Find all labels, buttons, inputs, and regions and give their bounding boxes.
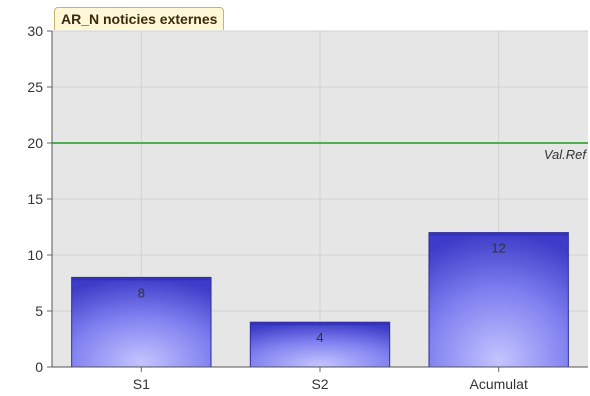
bar-top-edge: [429, 233, 568, 236]
y-tick-label: 30: [27, 23, 43, 39]
y-tick-label: 5: [35, 303, 43, 319]
bar-top-edge: [72, 278, 211, 281]
x-tick-label: S1: [133, 376, 150, 392]
y-tick-label: 20: [27, 135, 43, 151]
y-tick-label: 10: [27, 247, 43, 263]
bar-acumulat: [428, 232, 569, 368]
data-label: 8: [138, 285, 145, 300]
y-tick-label: 0: [35, 359, 43, 375]
bar-s1: [71, 276, 212, 368]
bar-top-edge: [251, 323, 389, 326]
bar-s2: [249, 321, 391, 368]
x-tick-label: Acumulat: [469, 376, 527, 392]
y-tick-label: 25: [27, 79, 43, 95]
chart-title: AR_N noticies externes: [54, 7, 225, 30]
data-label: 4: [316, 330, 323, 345]
data-label: 12: [491, 241, 505, 256]
y-tick-label: 15: [27, 191, 43, 207]
x-tick-label: S2: [311, 376, 328, 392]
reference-line-label: Val.Ref: [544, 147, 588, 162]
